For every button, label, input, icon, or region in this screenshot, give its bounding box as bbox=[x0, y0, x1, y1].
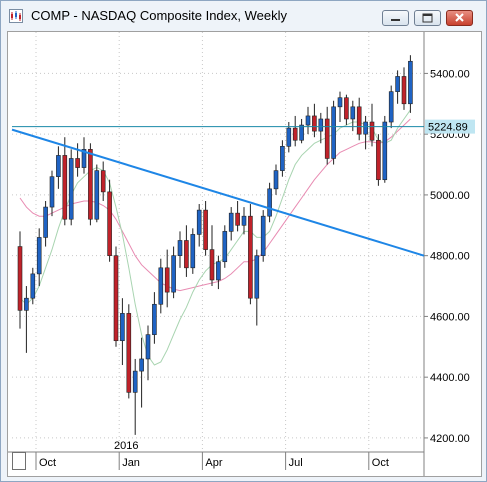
candle-body bbox=[120, 313, 125, 342]
moving-average-fast bbox=[19, 109, 411, 366]
candle-body bbox=[388, 91, 394, 123]
restore-icon bbox=[422, 13, 433, 23]
candle-body bbox=[68, 158, 74, 220]
minimize-button[interactable] bbox=[382, 10, 409, 26]
title-bar[interactable]: COMP - NASDAQ Composite Index, Weekly bbox=[1, 1, 486, 31]
candle-body bbox=[36, 237, 42, 275]
candle-body bbox=[164, 267, 170, 293]
x-tick-label: Jul bbox=[289, 457, 303, 469]
restore-button[interactable] bbox=[414, 10, 441, 26]
candle-body bbox=[369, 121, 375, 141]
y-tick-label: 5000.00 bbox=[430, 190, 470, 202]
candle-body bbox=[235, 212, 240, 226]
candle-body bbox=[324, 118, 330, 159]
candle-body bbox=[273, 170, 279, 190]
candle-body bbox=[344, 97, 349, 120]
candle-body bbox=[337, 97, 343, 108]
x-tick-label: Oct bbox=[372, 457, 389, 469]
candle-body bbox=[88, 149, 93, 220]
candle-body bbox=[286, 127, 292, 147]
candle-body bbox=[43, 206, 48, 238]
moving-average-slow bbox=[19, 118, 411, 292]
candle-body bbox=[260, 215, 266, 256]
trend-line bbox=[11, 128, 425, 257]
candle-body bbox=[216, 261, 221, 281]
candle-body bbox=[356, 106, 362, 135]
window-title: COMP - NASDAQ Composite Index, Weekly bbox=[31, 8, 287, 23]
candle-body bbox=[49, 176, 55, 208]
chart-corner-box[interactable] bbox=[12, 452, 26, 470]
candle-body bbox=[158, 267, 164, 305]
candle-body bbox=[376, 139, 381, 181]
candle-body bbox=[81, 149, 87, 168]
last-price-label: 5224.89 bbox=[428, 122, 468, 134]
chart-app-icon bbox=[9, 9, 23, 23]
candle-body bbox=[107, 191, 112, 256]
candle-body bbox=[62, 155, 68, 220]
candle-body bbox=[132, 370, 138, 393]
candle-body bbox=[184, 240, 189, 269]
candle-body bbox=[171, 255, 176, 293]
candle-body bbox=[75, 158, 80, 168]
minimize-icon bbox=[391, 19, 400, 21]
y-tick-label: 5400.00 bbox=[430, 68, 470, 80]
candle-body bbox=[254, 255, 260, 299]
candle-body bbox=[177, 240, 183, 256]
candle-body bbox=[56, 155, 61, 177]
candle-body bbox=[408, 60, 413, 105]
candle-body bbox=[203, 209, 208, 250]
candle-body bbox=[248, 215, 253, 299]
y-tick-label: 4800.00 bbox=[430, 251, 470, 263]
candle-body bbox=[209, 249, 215, 281]
candle-body bbox=[228, 212, 234, 232]
candle-body bbox=[152, 303, 157, 335]
close-button[interactable] bbox=[446, 10, 473, 26]
candle-body bbox=[318, 118, 324, 132]
candle-body bbox=[350, 106, 356, 120]
candle-body bbox=[30, 273, 36, 299]
candle-body bbox=[24, 297, 29, 311]
chart-area[interactable]: 5400.00 5200.00 5000.00 4800.00 4600.00 4400.… bbox=[7, 31, 482, 477]
candle-body bbox=[280, 146, 285, 171]
last-price-label-bg bbox=[425, 119, 475, 134]
candle-body bbox=[363, 121, 368, 135]
candle-body bbox=[299, 124, 304, 141]
price-chart[interactable]: 5400.005200.005000.004800.004600.004400.… bbox=[8, 32, 481, 476]
candle-body bbox=[292, 127, 298, 141]
candle-body bbox=[267, 188, 272, 217]
year-label: 2016 bbox=[114, 440, 138, 452]
candle-body bbox=[382, 121, 388, 181]
y-tick-label: 4600.00 bbox=[430, 311, 470, 323]
candle-body bbox=[196, 209, 202, 235]
x-tick-label: Oct bbox=[39, 457, 56, 469]
candle-body bbox=[94, 170, 100, 220]
candle-body bbox=[312, 115, 317, 132]
candle-body bbox=[401, 76, 407, 105]
x-tick-label: Apr bbox=[205, 457, 222, 469]
candle-body bbox=[17, 246, 23, 311]
candle-body bbox=[113, 255, 119, 342]
y-tick-label: 4400.00 bbox=[430, 372, 470, 384]
candle-body bbox=[100, 170, 106, 193]
candle-body bbox=[331, 106, 336, 159]
candle-body bbox=[395, 76, 400, 92]
candle-body bbox=[305, 115, 311, 126]
candle-body bbox=[241, 215, 247, 226]
y-tick-label: 4200.00 bbox=[430, 433, 470, 445]
candle-body bbox=[139, 358, 144, 372]
candle-body bbox=[222, 231, 228, 263]
candle-body bbox=[145, 334, 151, 360]
candle-body bbox=[190, 234, 196, 269]
close-icon bbox=[455, 13, 464, 22]
candle-body bbox=[126, 313, 132, 393]
x-tick-label: Jan bbox=[122, 457, 140, 469]
